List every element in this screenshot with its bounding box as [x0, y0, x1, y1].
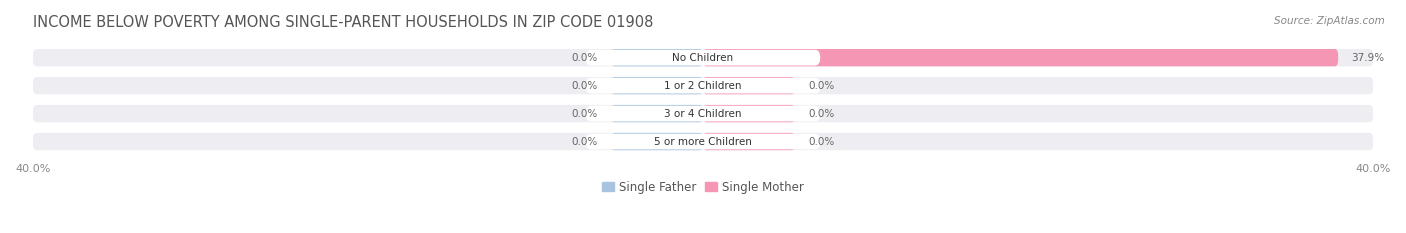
Text: 0.0%: 0.0%: [571, 53, 598, 63]
Text: 5 or more Children: 5 or more Children: [654, 137, 752, 147]
FancyBboxPatch shape: [32, 105, 1374, 122]
FancyBboxPatch shape: [703, 49, 1339, 66]
Text: 37.9%: 37.9%: [1351, 53, 1385, 63]
FancyBboxPatch shape: [32, 77, 1374, 94]
FancyBboxPatch shape: [32, 133, 1374, 150]
Text: 3 or 4 Children: 3 or 4 Children: [664, 109, 742, 119]
Text: 0.0%: 0.0%: [808, 81, 835, 91]
FancyBboxPatch shape: [586, 134, 820, 149]
FancyBboxPatch shape: [703, 77, 796, 94]
Text: 0.0%: 0.0%: [571, 81, 598, 91]
Text: 0.0%: 0.0%: [808, 137, 835, 147]
Text: 1 or 2 Children: 1 or 2 Children: [664, 81, 742, 91]
Text: 0.0%: 0.0%: [571, 109, 598, 119]
FancyBboxPatch shape: [32, 49, 1374, 66]
Text: 0.0%: 0.0%: [808, 109, 835, 119]
FancyBboxPatch shape: [610, 49, 703, 66]
Legend: Single Father, Single Mother: Single Father, Single Mother: [598, 176, 808, 198]
FancyBboxPatch shape: [703, 133, 796, 150]
FancyBboxPatch shape: [586, 50, 820, 65]
Text: Source: ZipAtlas.com: Source: ZipAtlas.com: [1274, 16, 1385, 26]
Text: 0.0%: 0.0%: [571, 137, 598, 147]
FancyBboxPatch shape: [586, 106, 820, 121]
FancyBboxPatch shape: [610, 77, 703, 94]
FancyBboxPatch shape: [586, 78, 820, 93]
FancyBboxPatch shape: [610, 133, 703, 150]
FancyBboxPatch shape: [703, 105, 796, 122]
Text: INCOME BELOW POVERTY AMONG SINGLE-PARENT HOUSEHOLDS IN ZIP CODE 01908: INCOME BELOW POVERTY AMONG SINGLE-PARENT…: [32, 15, 652, 30]
FancyBboxPatch shape: [610, 105, 703, 122]
Text: No Children: No Children: [672, 53, 734, 63]
